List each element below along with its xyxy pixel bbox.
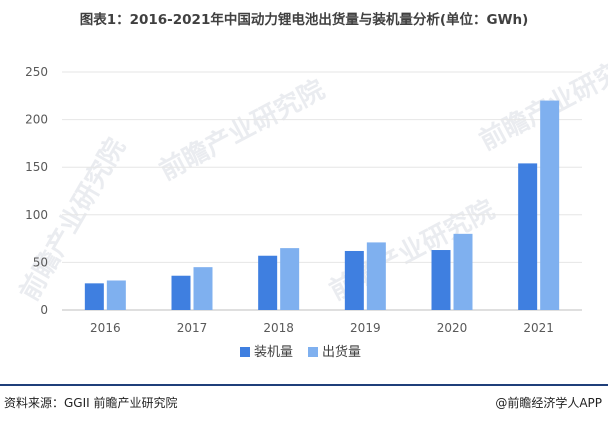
x-tick-label: 2020 <box>437 321 468 335</box>
y-tick-label: 150 <box>25 160 48 174</box>
x-tick-label: 2019 <box>350 321 381 335</box>
bar <box>258 255 278 310</box>
x-tick-label: 2017 <box>177 321 208 335</box>
x-tick-label: 2021 <box>523 321 554 335</box>
y-tick-label: 250 <box>25 65 48 79</box>
credit-note: @前瞻经济学人APP <box>495 396 602 410</box>
y-tick-label: 200 <box>25 113 48 127</box>
bar <box>193 267 213 310</box>
bar <box>344 250 364 310</box>
y-tick-label: 50 <box>33 255 48 269</box>
bar <box>518 163 538 310</box>
bar <box>453 233 473 310</box>
bar <box>431 250 451 310</box>
chart-title: 图表1：2016-2021年中国动力锂电池出货量与装机量分析(单位：GWh) <box>79 12 529 28</box>
bar <box>366 242 386 310</box>
source-note: 资料来源：GGII 前瞻产业研究院 <box>4 396 178 410</box>
legend-label: 装机量 <box>254 345 293 360</box>
bar <box>84 283 104 310</box>
bar <box>280 248 300 310</box>
bar <box>106 280 126 310</box>
x-tick-label: 2016 <box>90 321 121 335</box>
bar <box>540 100 560 310</box>
legend-swatch <box>308 347 318 357</box>
legend-swatch <box>240 347 250 357</box>
legend-label: 出货量 <box>322 344 361 360</box>
y-tick-label: 0 <box>40 303 48 317</box>
x-tick-label: 2018 <box>263 321 294 335</box>
y-tick-label: 100 <box>25 208 48 222</box>
footer-rule <box>0 384 608 386</box>
bar <box>171 275 191 310</box>
